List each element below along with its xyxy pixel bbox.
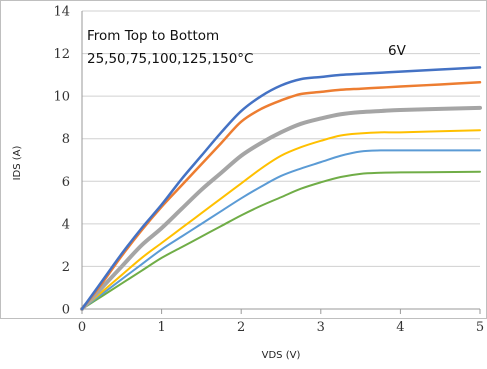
y-tick-label: 4 (62, 217, 70, 232)
y-tick-label: 2 (62, 260, 70, 275)
series-line-4 (81, 129, 481, 310)
y-tick-label: 12 (53, 47, 70, 62)
plot-frame (0, 0, 487, 319)
series-line-3 (80, 105, 482, 311)
annotation-gate-voltage: 6V (388, 43, 407, 59)
y-tick-label: 8 (62, 132, 70, 147)
x-tick-label: 3 (317, 320, 325, 335)
y-tick-label: 0 (62, 303, 70, 318)
series-line-5 (81, 149, 481, 310)
y-tick-label: 10 (53, 90, 70, 105)
y-tick-label: 14 (53, 5, 70, 20)
x-tick-label: 2 (237, 320, 245, 335)
series-group (80, 66, 482, 311)
series-line-2 (80, 81, 482, 311)
series-line-1 (80, 66, 482, 311)
x-tick-label: 4 (396, 320, 404, 335)
x-axis-title: VDS (V) (262, 350, 301, 361)
series-line-6 (81, 170, 481, 310)
axes (81, 11, 481, 314)
y-tick-label: 6 (62, 175, 70, 190)
y-axis-title: IDS (A) (12, 145, 23, 180)
annotation-line-2: 25,50,75,100,125,150°C (87, 51, 253, 67)
x-tick-label: 0 (78, 320, 86, 335)
annotation-line-1: From Top to Bottom (87, 28, 219, 44)
x-tick-label: 1 (157, 320, 165, 335)
x-tick-label: 5 (476, 320, 484, 335)
